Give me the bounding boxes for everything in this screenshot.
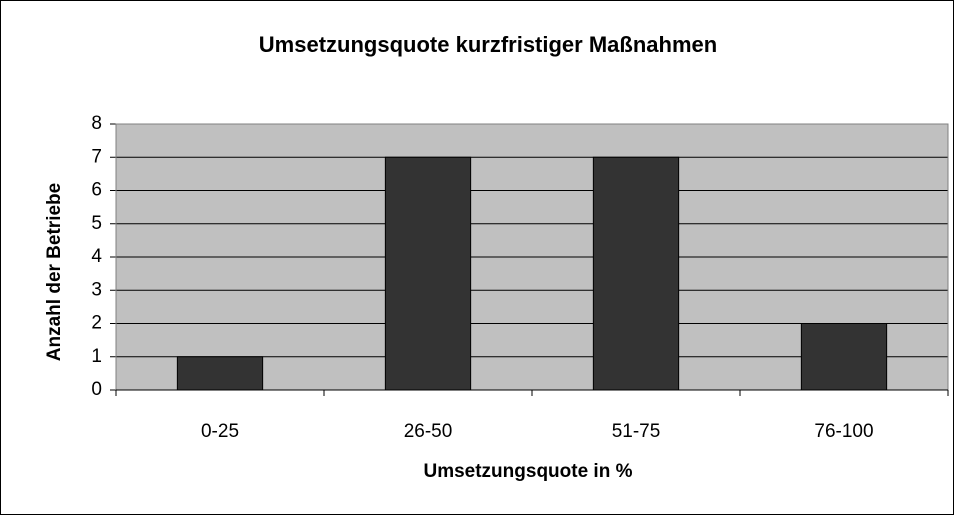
y-tick-label: 2	[91, 313, 102, 334]
y-tick-label: 0	[91, 379, 102, 400]
chart-title: Umsetzungsquote kurzfristiger Maßnahmen	[259, 32, 717, 57]
x-tick-label: 51-75	[612, 421, 661, 442]
bar	[384, 156, 472, 391]
x-tick-label: 26-50	[404, 421, 453, 442]
x-axis-label: Umsetzungsquote in %	[423, 461, 632, 482]
y-tick-label: 5	[91, 213, 102, 234]
y-tick-label: 1	[91, 346, 102, 367]
x-tick-label: 76-100	[814, 421, 873, 442]
y-tick-label: 8	[91, 113, 102, 134]
y-tick-label: 3	[91, 279, 102, 300]
x-tick-label: 0-25	[201, 421, 239, 442]
bar	[592, 156, 680, 391]
y-tick-label: 6	[91, 180, 102, 201]
bar	[176, 356, 264, 391]
bar	[800, 323, 888, 391]
y-tick-label: 7	[91, 146, 102, 167]
y-tick-label: 4	[91, 246, 102, 267]
y-axis-label: Anzahl der Betriebe	[44, 183, 65, 361]
